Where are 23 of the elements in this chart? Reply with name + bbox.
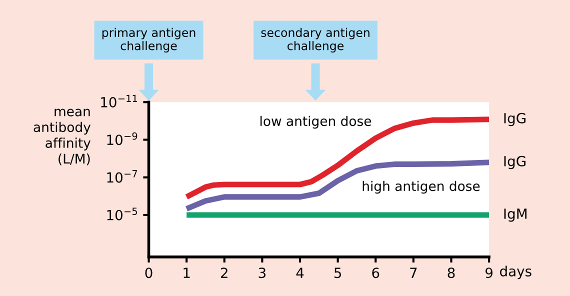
- x-tick-label: 9: [486, 268, 492, 278]
- x-tick-label: 3: [258, 268, 266, 278]
- x-tick-label: 1: [184, 268, 190, 278]
- y-tick-label: 10$^{−9}$: [107, 132, 138, 146]
- x-tick-label: 2: [220, 268, 228, 278]
- annotation: high antigen dose: [362, 180, 480, 194]
- y-tick-label: 10$^{−11}$: [101, 94, 138, 108]
- y-tick-label: 10$^{−5}$: [107, 208, 138, 220]
- series-label: IgG: [504, 112, 526, 126]
- x-axis-title: days: [500, 266, 532, 280]
- text: secondary antigen challenge: [261, 28, 370, 53]
- x-tick-label: 6: [372, 268, 380, 278]
- y-axis-title: mean antibody affinity (L/M): [34, 108, 91, 166]
- annotation: low antigen dose: [260, 116, 372, 129]
- x-tick-label: 0: [145, 268, 152, 278]
- text: primary antigen challenge: [102, 28, 196, 53]
- x-tick-label: 5: [334, 268, 342, 278]
- series-label: IgG: [504, 156, 526, 170]
- x-tick-label: 8: [448, 268, 455, 278]
- x-tick-label: 4: [296, 268, 304, 278]
- x-tick-label: 7: [410, 268, 417, 278]
- y-tick-label: 10$^{−7}$: [107, 170, 138, 183]
- series-label: IgM: [504, 208, 526, 222]
